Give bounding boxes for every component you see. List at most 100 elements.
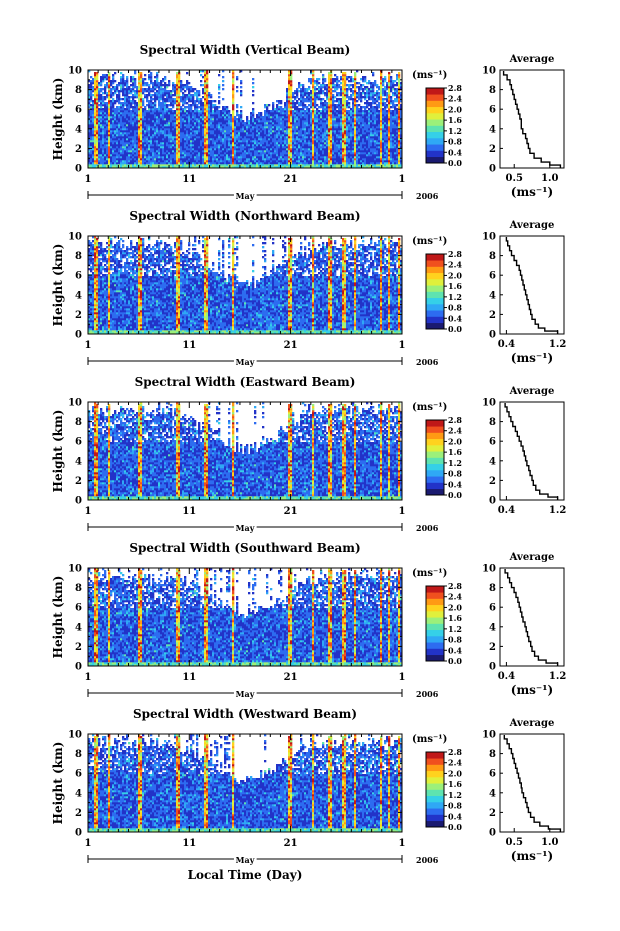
heatmap-cell xyxy=(196,156,199,159)
heatmap-cell xyxy=(330,134,333,137)
heatmap-cell xyxy=(118,156,121,159)
heatmap-cell xyxy=(328,150,331,153)
heatmap-cell xyxy=(178,160,181,163)
heatmap-cell xyxy=(330,130,333,133)
heatmap-cell xyxy=(194,152,197,155)
heatmap-cell xyxy=(240,154,243,157)
heatmap-cell xyxy=(148,110,151,113)
heatmap-cell xyxy=(214,158,217,161)
heatmap-cell xyxy=(196,152,199,155)
heatmap-cell xyxy=(334,128,337,131)
heatmap-cell xyxy=(144,156,147,159)
heatmap-cell xyxy=(196,96,199,99)
heatmap-cell xyxy=(240,148,243,151)
heatmap-cell xyxy=(114,128,117,131)
heatmap-cell xyxy=(160,90,163,93)
heatmap-cell xyxy=(318,114,321,117)
heatmap-cell xyxy=(206,86,209,89)
heatmap-cell xyxy=(258,114,261,117)
heatmap-cell xyxy=(282,154,285,157)
heatmap-cell xyxy=(328,114,331,117)
heatmap-cell xyxy=(152,128,155,131)
heatmap-cell xyxy=(290,78,293,81)
heatmap-cell xyxy=(244,164,247,167)
heatmap-cell xyxy=(174,94,177,97)
heatmap-cell xyxy=(98,158,101,161)
heatmap-cell xyxy=(278,140,281,143)
heatmap-cell xyxy=(254,138,257,141)
heatmap-cell xyxy=(190,88,193,91)
heatmap-cell xyxy=(316,158,319,161)
heatmap-cell xyxy=(342,104,345,107)
heatmap-cell xyxy=(222,116,225,119)
heatmap-cell xyxy=(142,128,145,131)
heatmap-cell xyxy=(226,108,229,111)
heatmap-cell xyxy=(322,134,325,137)
heatmap-cell xyxy=(242,150,245,153)
heatmap-cell xyxy=(322,114,325,117)
heatmap-cell xyxy=(148,160,151,163)
heatmap-cell xyxy=(138,118,141,121)
heatmap-cell xyxy=(190,164,193,167)
heatmap-cell xyxy=(300,88,303,91)
heatmap-cell xyxy=(312,106,315,109)
heatmap-cell xyxy=(322,112,325,115)
heatmap-cell xyxy=(256,156,259,159)
heatmap-cell xyxy=(156,134,159,137)
heatmap-cell xyxy=(224,160,227,163)
heatmap-cell xyxy=(94,164,97,167)
heatmap-cell xyxy=(116,132,119,135)
heatmap-cell xyxy=(94,72,97,75)
heatmap-cell xyxy=(236,154,239,157)
heatmap-cell xyxy=(292,156,295,159)
heatmap-cell xyxy=(170,118,173,121)
heatmap-cell xyxy=(322,76,325,79)
heatmap-cell xyxy=(204,100,207,103)
heatmap-cell xyxy=(266,160,269,163)
heatmap-cell xyxy=(312,98,315,101)
heatmap-cell xyxy=(108,96,111,99)
heatmap-cell xyxy=(150,146,153,149)
heatmap-cell xyxy=(156,84,159,87)
heatmap-cell xyxy=(186,72,189,75)
heatmap-cell xyxy=(266,166,269,168)
heatmap-cell xyxy=(222,114,225,117)
heatmap-cell xyxy=(108,92,111,95)
heatmap-cell xyxy=(250,118,253,121)
heatmap-cell xyxy=(314,138,317,141)
heatmap-cell xyxy=(332,94,335,97)
heatmap-cell xyxy=(146,110,149,113)
heatmap-cell xyxy=(104,140,107,143)
heatmap-cell xyxy=(326,116,329,119)
heatmap-cell xyxy=(104,150,107,153)
heatmap-cell xyxy=(198,142,201,145)
heatmap-cell xyxy=(118,114,121,117)
heatmap-cell xyxy=(190,108,193,111)
heatmap-cell xyxy=(212,114,215,117)
heatmap-cell xyxy=(138,112,141,115)
heatmap-cell xyxy=(286,112,289,115)
heatmap-cell xyxy=(104,84,107,87)
heatmap-cell xyxy=(206,134,209,137)
heatmap-cell xyxy=(178,146,181,149)
heatmap-cell xyxy=(102,158,105,161)
heatmap-cell xyxy=(128,120,131,123)
heatmap-cell xyxy=(286,116,289,119)
heatmap-cell xyxy=(342,102,345,105)
heatmap-cell xyxy=(224,120,227,123)
heatmap-cell xyxy=(128,156,131,159)
heatmap-cell xyxy=(234,138,237,141)
heatmap-cell xyxy=(252,134,255,137)
heatmap-cell xyxy=(100,164,103,167)
heatmap-cell xyxy=(342,80,345,83)
heatmap-cell xyxy=(124,136,127,139)
heatmap-cell xyxy=(96,86,99,89)
heatmap-cell xyxy=(188,154,191,157)
heatmap-cell xyxy=(190,142,193,145)
heatmap-cell xyxy=(142,108,145,111)
heatmap-cell xyxy=(308,162,311,165)
heatmap-cell xyxy=(202,120,205,123)
heatmap-cell xyxy=(162,146,165,149)
heatmap-cell xyxy=(320,130,323,133)
heatmap-cell xyxy=(100,78,103,81)
